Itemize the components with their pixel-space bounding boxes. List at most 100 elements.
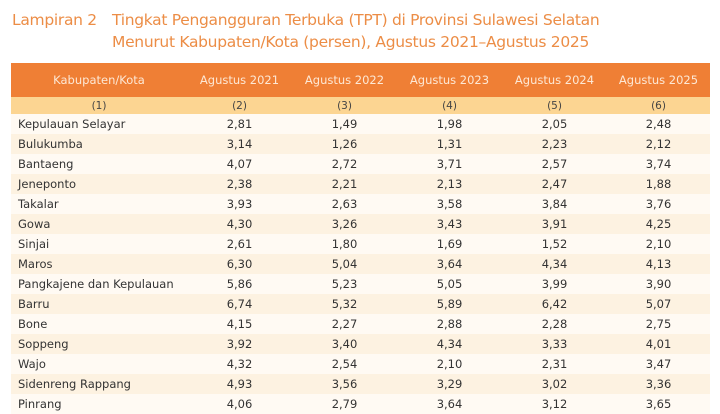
title-line-2: Menurut Kabupaten/Kota (persen), Agustus… bbox=[112, 33, 590, 51]
region-name: Kepulauan Selayar bbox=[11, 114, 187, 134]
table-row: Sidenreng Rappang 4,93 3,56 3,29 3,02 3,36 bbox=[11, 374, 710, 394]
tpt-value: 3,84 bbox=[502, 194, 607, 214]
tpt-value: 2,57 bbox=[502, 154, 607, 174]
column-number-row: (1) (2) (3) (4) (5) (6) bbox=[11, 97, 710, 114]
tpt-value: 5,07 bbox=[607, 294, 710, 314]
tpt-value: 5,86 bbox=[187, 274, 292, 294]
tpt-value: 2,47 bbox=[502, 174, 607, 194]
tpt-value: 4,25 bbox=[607, 214, 710, 234]
tpt-value: 2,05 bbox=[502, 114, 607, 134]
tpt-value: 5,23 bbox=[292, 274, 397, 294]
region-name: Barru bbox=[11, 294, 187, 314]
tpt-value: 3,26 bbox=[292, 214, 397, 234]
header-row: Kabupaten/Kota Agustus 2021 Agustus 2022… bbox=[11, 63, 710, 97]
title-line-1: Tingkat Pengangguran Terbuka (TPT) di Pr… bbox=[112, 11, 600, 29]
tpt-value: 2,63 bbox=[292, 194, 397, 214]
table-row: Barru 6,74 5,32 5,89 6,42 5,07 bbox=[11, 294, 710, 314]
region-name: Jeneponto bbox=[11, 174, 187, 194]
tpt-value: 6,30 bbox=[187, 254, 292, 274]
tpt-value: 1,69 bbox=[397, 234, 502, 254]
tpt-value: 1,26 bbox=[292, 134, 397, 154]
tpt-value: 2,79 bbox=[292, 394, 397, 414]
table-row: Soppeng 3,92 3,40 4,34 3,33 4,01 bbox=[11, 334, 710, 354]
tpt-value: 5,89 bbox=[397, 294, 502, 314]
header-cell: Agustus 2021 bbox=[187, 63, 292, 97]
region-name: Takalar bbox=[11, 194, 187, 214]
tpt-value: 4,34 bbox=[502, 254, 607, 274]
tpt-value: 2,54 bbox=[292, 354, 397, 374]
tpt-value: 3,90 bbox=[607, 274, 710, 294]
tpt-value: 3,43 bbox=[397, 214, 502, 234]
tpt-value: 4,07 bbox=[187, 154, 292, 174]
tpt-value: 2,81 bbox=[187, 114, 292, 134]
tpt-value: 3,65 bbox=[607, 394, 710, 414]
tpt-value: 3,64 bbox=[397, 254, 502, 274]
tpt-value: 5,04 bbox=[292, 254, 397, 274]
column-number: (4) bbox=[397, 97, 502, 114]
region-name: Bulukumba bbox=[11, 134, 187, 154]
tpt-value: 2,88 bbox=[397, 314, 502, 334]
tpt-value: 2,61 bbox=[187, 234, 292, 254]
tpt-value: 6,74 bbox=[187, 294, 292, 314]
tpt-value: 2,31 bbox=[502, 354, 607, 374]
tpt-value: 1,49 bbox=[292, 114, 397, 134]
header-cell: Agustus 2025 bbox=[607, 63, 710, 97]
column-number: (6) bbox=[607, 97, 710, 114]
tpt-value: 3,74 bbox=[607, 154, 710, 174]
header-cell: Agustus 2024 bbox=[502, 63, 607, 97]
tpt-value: 6,42 bbox=[502, 294, 607, 314]
tpt-value: 1,31 bbox=[397, 134, 502, 154]
tpt-value: 3,02 bbox=[502, 374, 607, 394]
tpt-value: 4,15 bbox=[187, 314, 292, 334]
header-cell: Agustus 2023 bbox=[397, 63, 502, 97]
table-row: Pinrang 4,06 2,79 3,64 3,12 3,65 bbox=[11, 394, 710, 414]
tpt-value: 1,52 bbox=[502, 234, 607, 254]
tpt-value: 1,88 bbox=[607, 174, 710, 194]
tpt-value: 2,75 bbox=[607, 314, 710, 334]
table-row: Sinjai 2,61 1,80 1,69 1,52 2,10 bbox=[11, 234, 710, 254]
tpt-value: 5,32 bbox=[292, 294, 397, 314]
region-name: Wajo bbox=[11, 354, 187, 374]
column-number: (1) bbox=[11, 97, 187, 114]
region-name: Bone bbox=[11, 314, 187, 334]
table-row: Pangkajene dan Kepulauan 5,86 5,23 5,05 3,99… bbox=[11, 274, 710, 294]
tpt-value: 3,56 bbox=[292, 374, 397, 394]
tpt-value: 2,48 bbox=[607, 114, 710, 134]
tpt-value: 3,36 bbox=[607, 374, 710, 394]
tpt-value: 4,06 bbox=[187, 394, 292, 414]
tpt-value: 2,38 bbox=[187, 174, 292, 194]
tpt-value: 4,93 bbox=[187, 374, 292, 394]
region-name: Sinjai bbox=[11, 234, 187, 254]
tpt-value: 4,01 bbox=[607, 334, 710, 354]
tpt-value: 5,05 bbox=[397, 274, 502, 294]
table-row: Wajo 4,32 2,54 2,10 2,31 3,47 bbox=[11, 354, 710, 374]
tpt-value: 3,64 bbox=[397, 394, 502, 414]
appendix-label: Lampiran 2 bbox=[12, 11, 97, 29]
region-name: Gowa bbox=[11, 214, 187, 234]
tpt-value: 2,21 bbox=[292, 174, 397, 194]
region-name: Bantaeng bbox=[11, 154, 187, 174]
region-name: Pangkajene dan Kepulauan bbox=[11, 274, 187, 294]
table-row: Maros 6,30 5,04 3,64 4,34 4,13 bbox=[11, 254, 710, 274]
tpt-value: 2,72 bbox=[292, 154, 397, 174]
tpt-value: 2,10 bbox=[607, 234, 710, 254]
table-row: Gowa 4,30 3,26 3,43 3,91 4,25 bbox=[11, 214, 710, 234]
tpt-table: Kabupaten/Kota Agustus 2021 Agustus 2022… bbox=[11, 63, 710, 414]
tpt-value: 3,47 bbox=[607, 354, 710, 374]
tpt-value: 2,28 bbox=[502, 314, 607, 334]
table-row: Bantaeng 4,07 2,72 3,71 2,57 3,74 bbox=[11, 154, 710, 174]
tpt-value: 2,10 bbox=[397, 354, 502, 374]
table-row: Takalar 3,93 2,63 3,58 3,84 3,76 bbox=[11, 194, 710, 214]
tpt-value: 2,27 bbox=[292, 314, 397, 334]
region-name: Maros bbox=[11, 254, 187, 274]
table-row: Kepulauan Selayar 2,81 1,49 1,98 2,05 2,48 bbox=[11, 114, 710, 134]
tpt-value: 3,91 bbox=[502, 214, 607, 234]
header-cell: Agustus 2022 bbox=[292, 63, 397, 97]
tpt-value: 3,93 bbox=[187, 194, 292, 214]
tpt-value: 3,14 bbox=[187, 134, 292, 154]
tpt-value: 3,92 bbox=[187, 334, 292, 354]
tpt-value: 3,40 bbox=[292, 334, 397, 354]
tpt-value: 3,12 bbox=[502, 394, 607, 414]
column-number: (2) bbox=[187, 97, 292, 114]
tpt-value: 3,71 bbox=[397, 154, 502, 174]
